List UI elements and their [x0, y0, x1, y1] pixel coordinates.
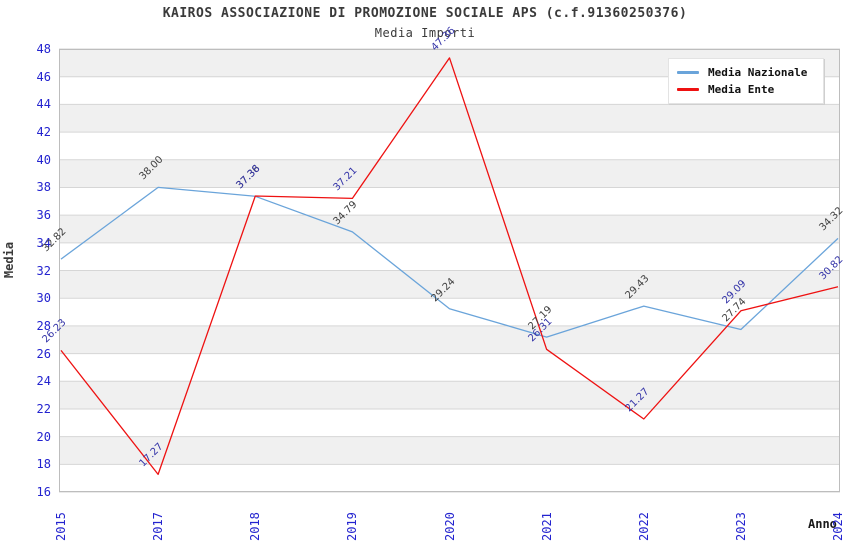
y-tick-label: 48	[36, 42, 51, 56]
y-tick-label: 46	[36, 69, 51, 84]
plot-band	[59, 408, 840, 437]
chart-title: KAIROS ASSOCIAZIONE DI PROMOZIONE SOCIAL…	[162, 6, 688, 21]
y-tick-label: 38	[36, 180, 51, 195]
legend-label-media-nazionale: Media Nazionale	[708, 66, 808, 79]
plot-area	[59, 48, 840, 493]
plot-border	[59, 49, 840, 492]
plot-band	[59, 436, 840, 465]
y-tick-label: 44	[36, 97, 51, 112]
plot-band	[59, 242, 840, 271]
plot-band	[59, 353, 840, 382]
legend-swatch-media-nazionale	[677, 71, 699, 74]
legend-swatch-media-ente	[677, 88, 699, 91]
plot-canvas	[59, 48, 840, 493]
plot-band	[59, 464, 840, 492]
plot-band	[59, 187, 840, 216]
plot-band	[59, 381, 840, 409]
plot-band	[59, 298, 840, 326]
plot-band	[59, 325, 840, 354]
legend-item-media-nazionale: Media Nazionale	[677, 64, 823, 81]
y-tick-label: 22	[36, 401, 51, 416]
legend-item-media-ente: Media Ente	[677, 81, 823, 98]
y-axis-title: Media	[2, 241, 16, 279]
x-tick-label: 2017	[151, 512, 166, 541]
y-tick-label: 18	[36, 457, 51, 472]
x-tick-label: 2022	[636, 512, 651, 541]
series-line-media-nazionale	[60, 186, 839, 338]
plot-band	[59, 159, 840, 188]
y-tick-label: 42	[36, 125, 51, 140]
plot-band	[59, 215, 840, 243]
y-tick-label: 26	[36, 346, 51, 361]
y-tick-label: 16	[36, 485, 51, 499]
y-tick-label: 30	[36, 291, 51, 306]
x-tick-label: 2021	[539, 512, 554, 541]
plot-band	[59, 104, 840, 133]
y-tick-label: 40	[36, 152, 51, 167]
legend-label-media-ente: Media Ente	[708, 83, 775, 96]
plot-band	[59, 132, 840, 160]
x-tick-label: 2015	[54, 512, 68, 541]
series-line-media-ente	[60, 57, 839, 476]
plot-band	[59, 270, 840, 299]
x-axis-title: Anno	[808, 517, 837, 531]
y-tick-label: 36	[36, 208, 51, 223]
y-tick-label: 20	[36, 429, 51, 444]
y-tick-label: 24	[36, 374, 51, 389]
legend: Media Nazionale Media Ente	[668, 58, 824, 104]
y-tick-label: 28	[36, 318, 51, 333]
x-tick-label: 2020	[442, 512, 457, 541]
x-tick-label: 2023	[733, 512, 748, 541]
x-tick-label: 2019	[345, 512, 360, 541]
chart-subtitle: Media Importi	[374, 26, 476, 40]
x-tick-label: 2018	[248, 512, 263, 541]
